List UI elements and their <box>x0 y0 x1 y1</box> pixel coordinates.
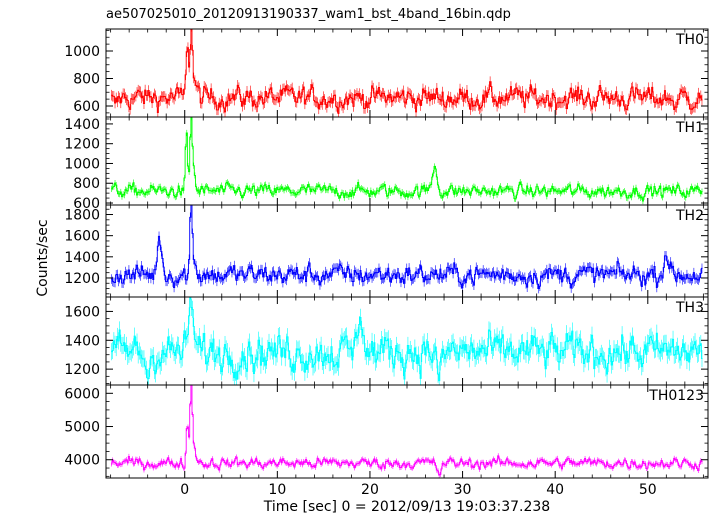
x-tick-label: 40 <box>546 482 564 498</box>
panels-group: 600 800 1000 TH0 600 800 1000 1200 1400 TH1 1200 14… <box>64 28 709 498</box>
y-tick-label: 1400 <box>64 117 100 133</box>
y-tick-label: 800 <box>73 176 100 192</box>
panel-label: TH3 <box>675 300 704 316</box>
panel-th1: 600 800 1000 1200 1400 TH1 <box>64 116 709 212</box>
y-tick-label: 600 <box>73 99 100 115</box>
y-tick-label: 1200 <box>64 362 100 378</box>
panel-th0: 600 800 1000 TH0 <box>64 28 709 118</box>
y-tick-label: 4000 <box>64 453 100 469</box>
series-line-th0123 <box>111 385 703 476</box>
x-tick-label: 0 <box>180 482 189 498</box>
x-tick-label: 10 <box>268 482 286 498</box>
y-tick-label: 1400 <box>64 333 100 349</box>
x-tick-label: 30 <box>454 482 472 498</box>
x-axis-label: Time [sec] 0 = 2012/09/13 19:03:37.238 <box>263 499 550 515</box>
y-axis-label: Counts/sec <box>35 219 51 296</box>
panel-label: TH2 <box>675 208 704 224</box>
y-tick-label: 800 <box>73 72 100 88</box>
y-tick-label: 1600 <box>64 229 100 245</box>
series-line-th2 <box>111 205 703 290</box>
panel-label: TH1 <box>675 120 704 136</box>
y-tick-label: 1600 <box>64 304 100 320</box>
error-bars-th0123 <box>111 401 703 478</box>
x-tick-label: 20 <box>361 482 379 498</box>
y-tick-label: 600 <box>73 196 100 212</box>
panel-th0123: 4000 5000 6000 0 10 20 30 40 50 TH0123 <box>64 384 709 498</box>
figure-title: ae507025010_20120913190337_wam1_bst_4ban… <box>106 7 511 22</box>
y-tick-label: 5000 <box>64 420 100 436</box>
y-tick-label: 1200 <box>64 271 100 287</box>
series-line-th0 <box>111 29 703 114</box>
y-tick-label: 6000 <box>64 386 100 402</box>
x-tick-label: 50 <box>639 482 657 498</box>
y-tick-label: 1800 <box>64 208 100 224</box>
y-tick-label: 1000 <box>64 156 100 172</box>
series-line-th3 <box>111 297 703 382</box>
y-tick-label: 1000 <box>64 44 100 60</box>
panel-th2: 1200 1400 1600 1800 TH2 <box>64 204 709 298</box>
y-tick-label: 1400 <box>64 250 100 266</box>
panel-label: TH0 <box>675 32 704 48</box>
error-bars-th0 <box>111 29 703 117</box>
panel-frame <box>105 204 709 298</box>
y-tick-label: 1200 <box>64 137 100 153</box>
panel-label: TH0123 <box>648 388 704 404</box>
series-line-th1 <box>111 117 703 202</box>
panel-th3: 1200 1400 1600 TH3 <box>64 296 709 386</box>
